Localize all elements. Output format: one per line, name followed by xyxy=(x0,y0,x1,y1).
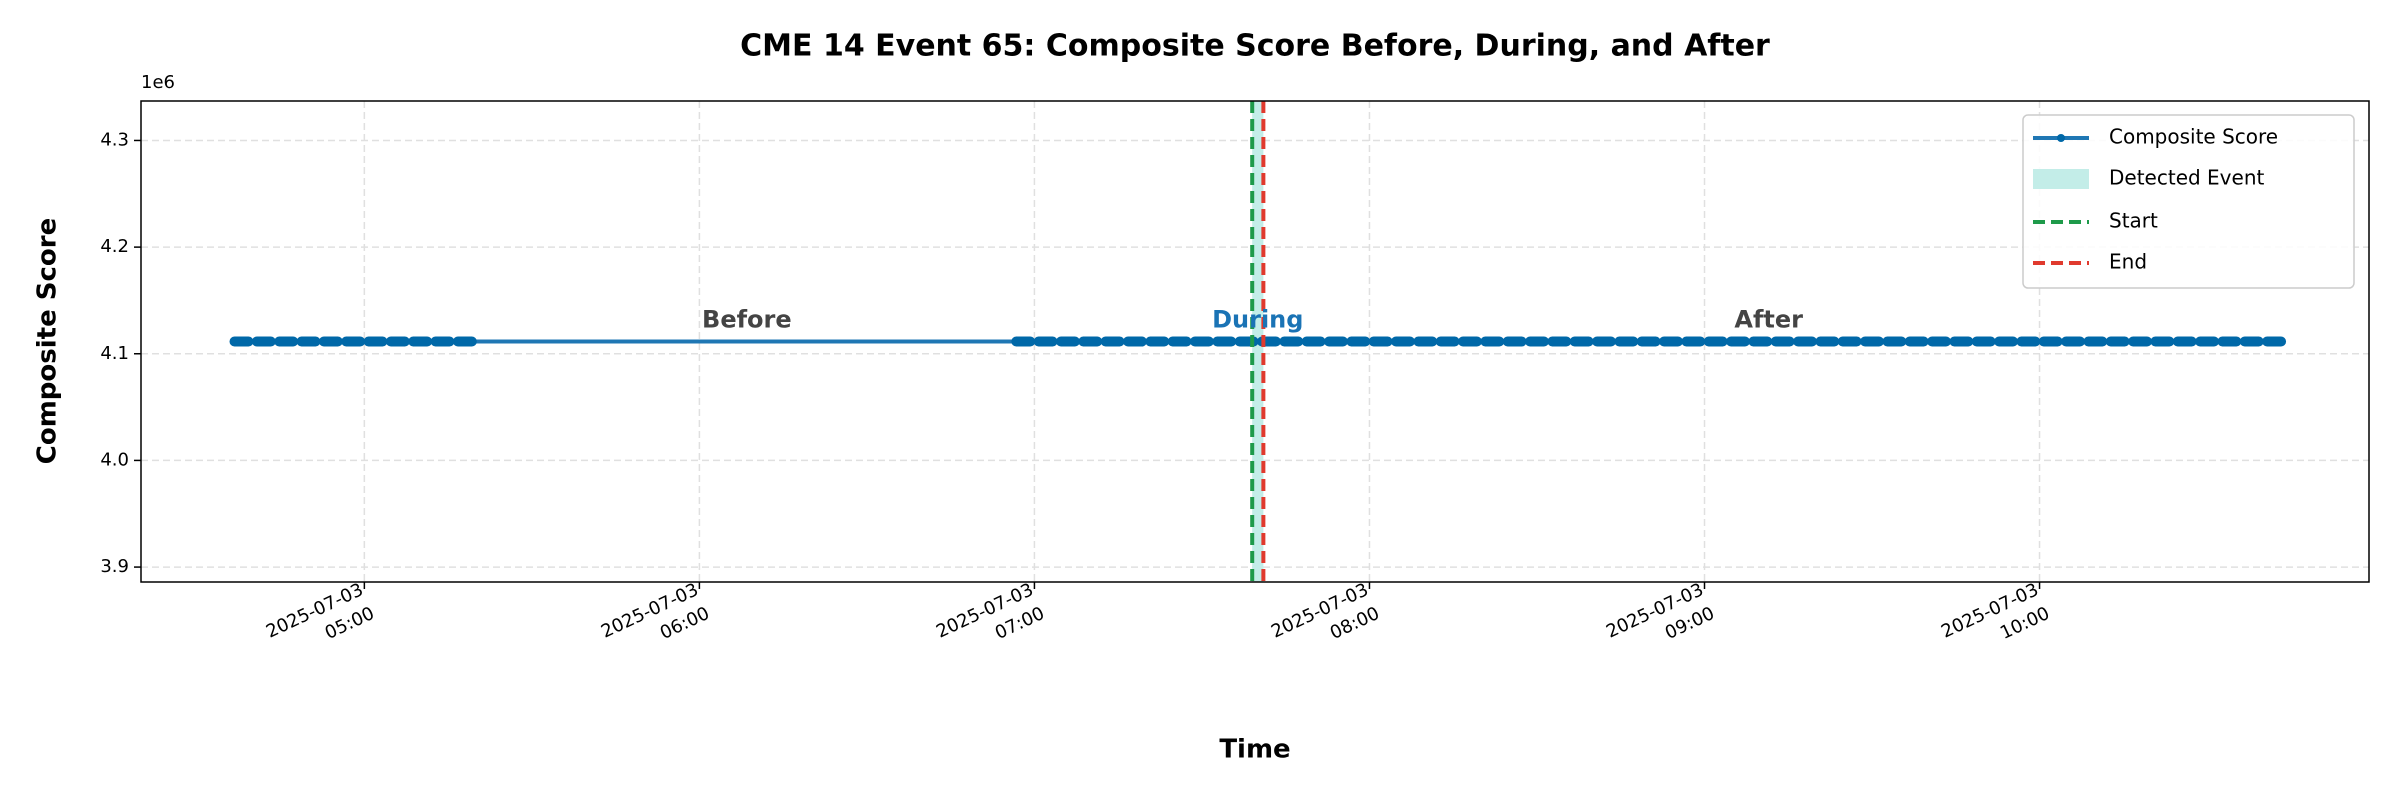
legend-label: Composite Score xyxy=(2109,125,2278,149)
series-marker xyxy=(318,336,343,347)
series-marker xyxy=(2083,336,2108,347)
series-marker xyxy=(1994,336,2019,347)
series-marker xyxy=(1591,336,1616,347)
y-tick-label: 4.3 xyxy=(100,129,129,150)
series-marker xyxy=(1122,336,1147,347)
x-axis-label: Time xyxy=(1219,735,1290,765)
series-marker xyxy=(1033,336,1058,347)
y-axis-label: Composite Score xyxy=(33,218,63,464)
series-marker xyxy=(2150,336,2175,347)
series-marker xyxy=(408,336,433,347)
chart-title: CME 14 Event 65: Composite Score Before,… xyxy=(740,29,1770,64)
series-marker xyxy=(1904,336,1929,347)
series-marker xyxy=(1860,336,1885,347)
series-marker xyxy=(1301,336,1326,347)
series-marker xyxy=(1502,336,1527,347)
plot-frame xyxy=(140,100,2370,583)
series-marker xyxy=(251,336,276,347)
series-marker xyxy=(1681,336,1706,347)
series-marker xyxy=(1927,336,1952,347)
y-tick-label: 4.1 xyxy=(100,343,129,364)
legend-label: Detected Event xyxy=(2109,166,2265,190)
series-marker xyxy=(1659,336,1684,347)
legend-box xyxy=(2022,114,2355,289)
series-marker xyxy=(341,336,366,347)
series-marker xyxy=(1234,336,1259,347)
series-marker xyxy=(452,336,477,347)
series-marker xyxy=(1636,336,1661,347)
series-marker xyxy=(2239,336,2264,347)
series-marker xyxy=(1279,336,1304,347)
series-marker xyxy=(2038,336,2063,347)
annotation: Before xyxy=(702,306,792,334)
series-marker xyxy=(2172,336,2197,347)
series-marker xyxy=(1055,336,1080,347)
series-marker xyxy=(1547,336,1572,347)
series-marker xyxy=(2262,336,2287,347)
series-marker xyxy=(1793,336,1818,347)
series-marker xyxy=(1256,336,1281,347)
series-marker xyxy=(1703,336,1728,347)
series-marker xyxy=(229,336,254,347)
series-marker xyxy=(1949,336,1974,347)
annotation: During xyxy=(1212,306,1303,334)
series-marker xyxy=(1145,336,1170,347)
legend-swatch xyxy=(2033,169,2089,189)
series-marker xyxy=(1614,336,1639,347)
series-marker xyxy=(274,336,299,347)
series-marker xyxy=(1100,336,1125,347)
series-marker xyxy=(1748,336,1773,347)
series-marker xyxy=(1435,336,1460,347)
series-marker xyxy=(1390,336,1415,347)
series-marker xyxy=(2217,336,2242,347)
series-marker xyxy=(1189,336,1214,347)
series-marker xyxy=(2016,336,2041,347)
series-marker xyxy=(2195,336,2220,347)
series-marker xyxy=(1078,336,1103,347)
series-marker xyxy=(363,336,388,347)
series-marker xyxy=(1457,336,1482,347)
series-marker xyxy=(1971,336,1996,347)
series-marker xyxy=(1480,336,1505,347)
series-marker xyxy=(1770,336,1795,347)
series-marker xyxy=(1167,336,1192,347)
y-tick-label: 4.0 xyxy=(100,449,129,470)
series-marker xyxy=(1569,336,1594,347)
series-marker xyxy=(1837,336,1862,347)
series-marker xyxy=(2128,336,2153,347)
series-marker xyxy=(2061,336,2086,347)
series-marker xyxy=(1323,336,1348,347)
y-tick-label: 4.2 xyxy=(100,236,129,257)
legend-label: End xyxy=(2109,250,2147,274)
annotation: After xyxy=(1734,306,1803,334)
series-marker xyxy=(1882,336,1907,347)
series-marker xyxy=(385,336,410,347)
legend-label: Start xyxy=(2109,209,2158,233)
series-marker xyxy=(430,336,455,347)
series-marker xyxy=(1815,336,1840,347)
y-offset-label: 1e6 xyxy=(141,72,175,93)
series-marker xyxy=(2105,336,2130,347)
series-marker xyxy=(1524,336,1549,347)
legend-marker xyxy=(2057,134,2065,142)
series-marker xyxy=(1212,336,1237,347)
series-marker xyxy=(1011,336,1036,347)
series-marker xyxy=(1726,336,1751,347)
series-marker xyxy=(1368,336,1393,347)
series-marker xyxy=(296,336,321,347)
y-tick-label: 3.9 xyxy=(100,556,129,577)
series-marker xyxy=(1413,336,1438,347)
series-marker xyxy=(1346,336,1371,347)
